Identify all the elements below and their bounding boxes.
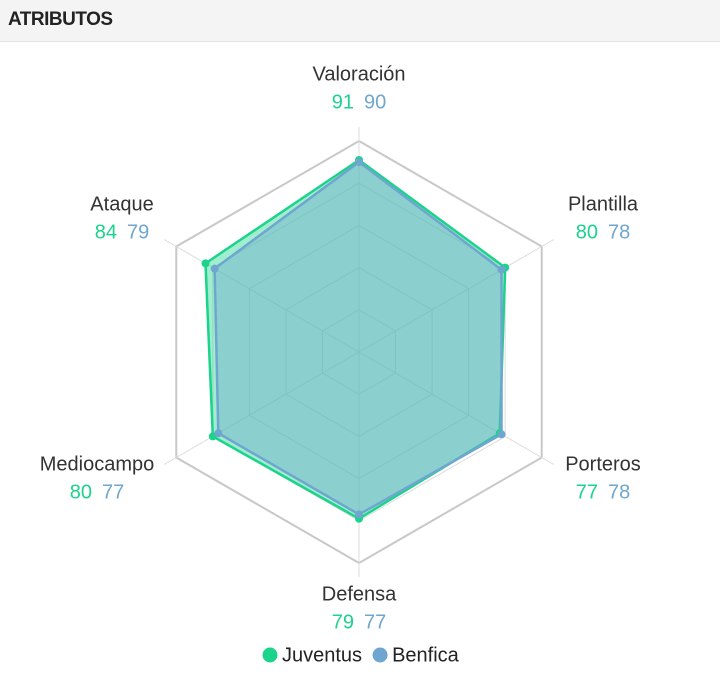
value-label: 77 [364, 611, 386, 633]
data-point [497, 265, 506, 274]
data-point [214, 429, 223, 438]
spoke [163, 351, 360, 465]
value-label: 80 [576, 221, 598, 243]
data-point [355, 158, 363, 167]
legend-marker [262, 647, 278, 663]
spoke [358, 351, 555, 465]
data-point [355, 510, 363, 519]
chart: Valoración 91 90 Plantilla 80 78 Porteros 77 78 D… [40, 63, 641, 666]
value-label: 78 [608, 221, 630, 243]
section-title: ATRIBUTOS [0, 0, 720, 42]
spoke [358, 239, 555, 353]
value-label: 79 [332, 611, 354, 633]
legend-label: Juventus [282, 644, 362, 666]
value-label: 77 [102, 481, 124, 503]
value-label: 90 [364, 91, 386, 113]
data-point [497, 430, 506, 439]
axis-label: Porteros [565, 453, 641, 475]
spoke [163, 239, 360, 353]
axis-label: Ataque [90, 193, 153, 215]
legend-marker [372, 647, 388, 663]
axis-label: Mediocampo [40, 453, 155, 475]
axis-label: Defensa [322, 583, 397, 605]
legend-label: Benfica [392, 644, 460, 666]
axis-label: Plantilla [568, 193, 639, 215]
value-label: 84 [95, 221, 117, 243]
value-label: 78 [608, 481, 630, 503]
data-point [210, 264, 219, 273]
value-label: 91 [332, 91, 354, 113]
value-label: 80 [70, 481, 92, 503]
axis-label: Valoración [312, 63, 405, 85]
value-label: 77 [576, 481, 598, 503]
value-label: 79 [127, 221, 149, 243]
data-point [201, 259, 210, 268]
